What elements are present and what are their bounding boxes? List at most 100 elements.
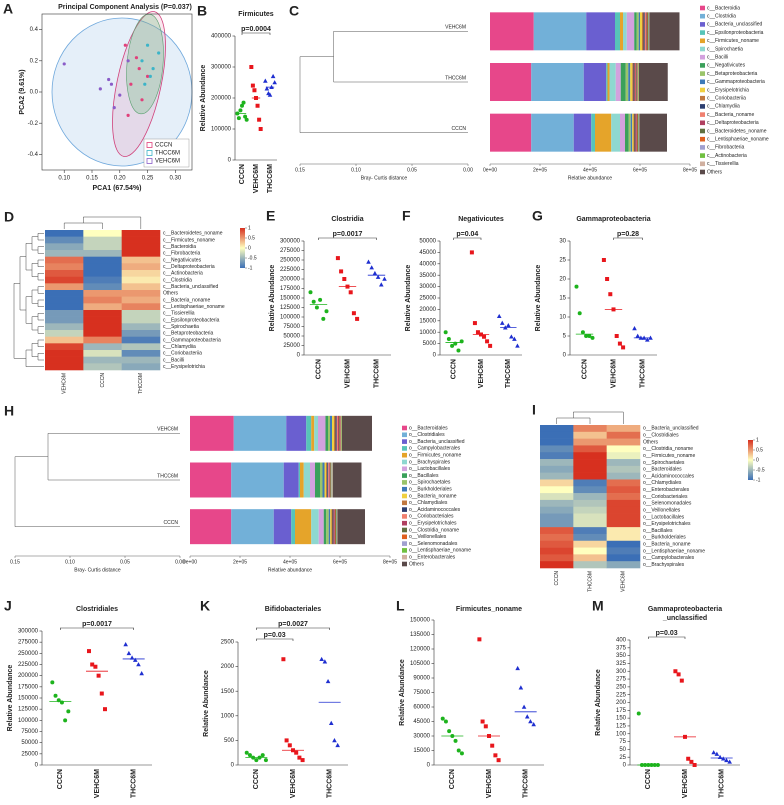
bar-segment	[636, 12, 639, 51]
x-axis-label: PCA1 (67.54%)	[92, 185, 141, 192]
p-value: p=0.04	[456, 231, 478, 238]
bar-segment	[330, 462, 332, 498]
y-tick-label: 10	[559, 315, 566, 321]
legend-swatch	[700, 145, 705, 150]
heatmap-cell	[606, 425, 641, 433]
panel-letter: L	[396, 598, 405, 614]
point	[483, 724, 488, 729]
point	[521, 704, 527, 709]
x-tick-label: CCCN	[449, 769, 456, 789]
bar-segment	[306, 415, 312, 451]
point	[235, 111, 240, 116]
bar-segment	[638, 63, 639, 101]
heatmap-cell	[606, 533, 641, 542]
legend-label: o__Brachyspirales	[409, 459, 451, 465]
heatmap-cell	[573, 438, 607, 446]
bar-segment	[638, 113, 639, 152]
x-tick-label: 6e+05	[333, 559, 347, 565]
legend-label: o__Veillonellales	[409, 534, 447, 540]
x-tick-label: THCC6M	[373, 359, 380, 388]
heatmap-cell	[83, 230, 122, 237]
panel-letter: K	[200, 598, 210, 614]
y-tick-label: 5000	[423, 341, 437, 347]
heatmap-cell	[573, 527, 607, 535]
heatmap-cell	[121, 330, 161, 337]
point	[711, 750, 716, 755]
point	[456, 348, 461, 353]
y-tick-label: 175000	[18, 684, 39, 690]
y-tick-label: 275000	[280, 248, 301, 254]
column-label: CCCN	[554, 571, 560, 586]
point	[322, 659, 328, 664]
row-label: o__Clostridia_noname	[643, 446, 693, 452]
heatmap-cell	[121, 316, 161, 324]
heatmap-cell	[606, 506, 641, 514]
column-label: THCC6M	[138, 373, 144, 394]
heatmap-cell	[573, 540, 607, 548]
row-label: o__Erysipelotrichales	[643, 521, 691, 527]
y-tick-label: 300	[616, 669, 627, 675]
heatmap-cell	[540, 554, 574, 562]
point	[453, 738, 458, 743]
point	[123, 43, 127, 47]
heatmap-cell	[121, 263, 161, 271]
legend-swatch	[146, 142, 153, 148]
row-label: c__Fibrobacteria	[163, 251, 200, 257]
legend-label: c__Negativicutes	[707, 63, 746, 69]
significance-bracket	[241, 32, 271, 35]
y-tick-label: 1000	[221, 713, 235, 719]
legend-label: o__Erysipelotrichales	[409, 521, 457, 527]
point	[355, 316, 360, 321]
x-tick-label: THCC6M	[719, 769, 726, 798]
y-tick-label: 200	[616, 700, 627, 706]
y-tick-label: 275000	[18, 640, 39, 646]
legend-swatch	[700, 120, 705, 126]
colorbar-tick-label: -1	[756, 477, 761, 483]
point	[440, 716, 445, 721]
point	[488, 343, 493, 348]
point	[294, 750, 299, 755]
point	[499, 320, 505, 325]
y-axis-label: Relative Abundance	[200, 65, 207, 132]
row-label: c__Betaproteobacteria	[163, 331, 214, 337]
heatmap-cell	[606, 513, 641, 521]
point	[369, 265, 374, 270]
x-tick-label: CCCN	[253, 769, 260, 789]
bar-segment	[328, 462, 330, 498]
colorbar	[748, 440, 753, 480]
leaf-label: VEHC6M	[157, 427, 178, 433]
heatmap-cell	[540, 472, 574, 480]
leaf-label: THCC6M	[157, 473, 178, 479]
legend-swatch	[402, 452, 407, 458]
bar-segment	[331, 462, 333, 498]
heatmap-cell	[121, 290, 161, 297]
point	[50, 680, 55, 685]
heatmap-cell	[606, 520, 641, 528]
point	[236, 116, 241, 121]
legend-swatch	[402, 425, 407, 431]
bar-segment	[642, 12, 644, 51]
legend-swatch	[402, 486, 407, 492]
row-label: c__Epsilonproteobacteria	[163, 317, 220, 323]
tree-tick-label: 0.05	[407, 167, 417, 173]
heatmap-cell	[540, 561, 574, 569]
bar-segment	[615, 63, 621, 101]
bar-segment	[637, 113, 638, 152]
heatmap-cell	[573, 459, 607, 467]
bar-segment	[633, 63, 635, 101]
pca-ellipses	[51, 11, 193, 167]
heatmap-cell	[606, 493, 641, 501]
heatmap-cell	[121, 283, 161, 291]
y-tick-label: 200000	[211, 96, 232, 102]
legend-swatch	[700, 104, 705, 109]
legend-swatch	[402, 527, 407, 533]
point	[118, 93, 122, 97]
legend-label: c__Bacteroidetes_noname	[707, 128, 767, 134]
bar-segment	[331, 462, 332, 498]
bar-segment	[583, 63, 607, 101]
bar-segment	[649, 12, 650, 51]
point	[724, 757, 729, 763]
legend-label: c__Betaproteobacteria	[707, 71, 758, 77]
point	[66, 709, 71, 714]
legend-label: o__Coriobacteriales	[409, 514, 454, 520]
